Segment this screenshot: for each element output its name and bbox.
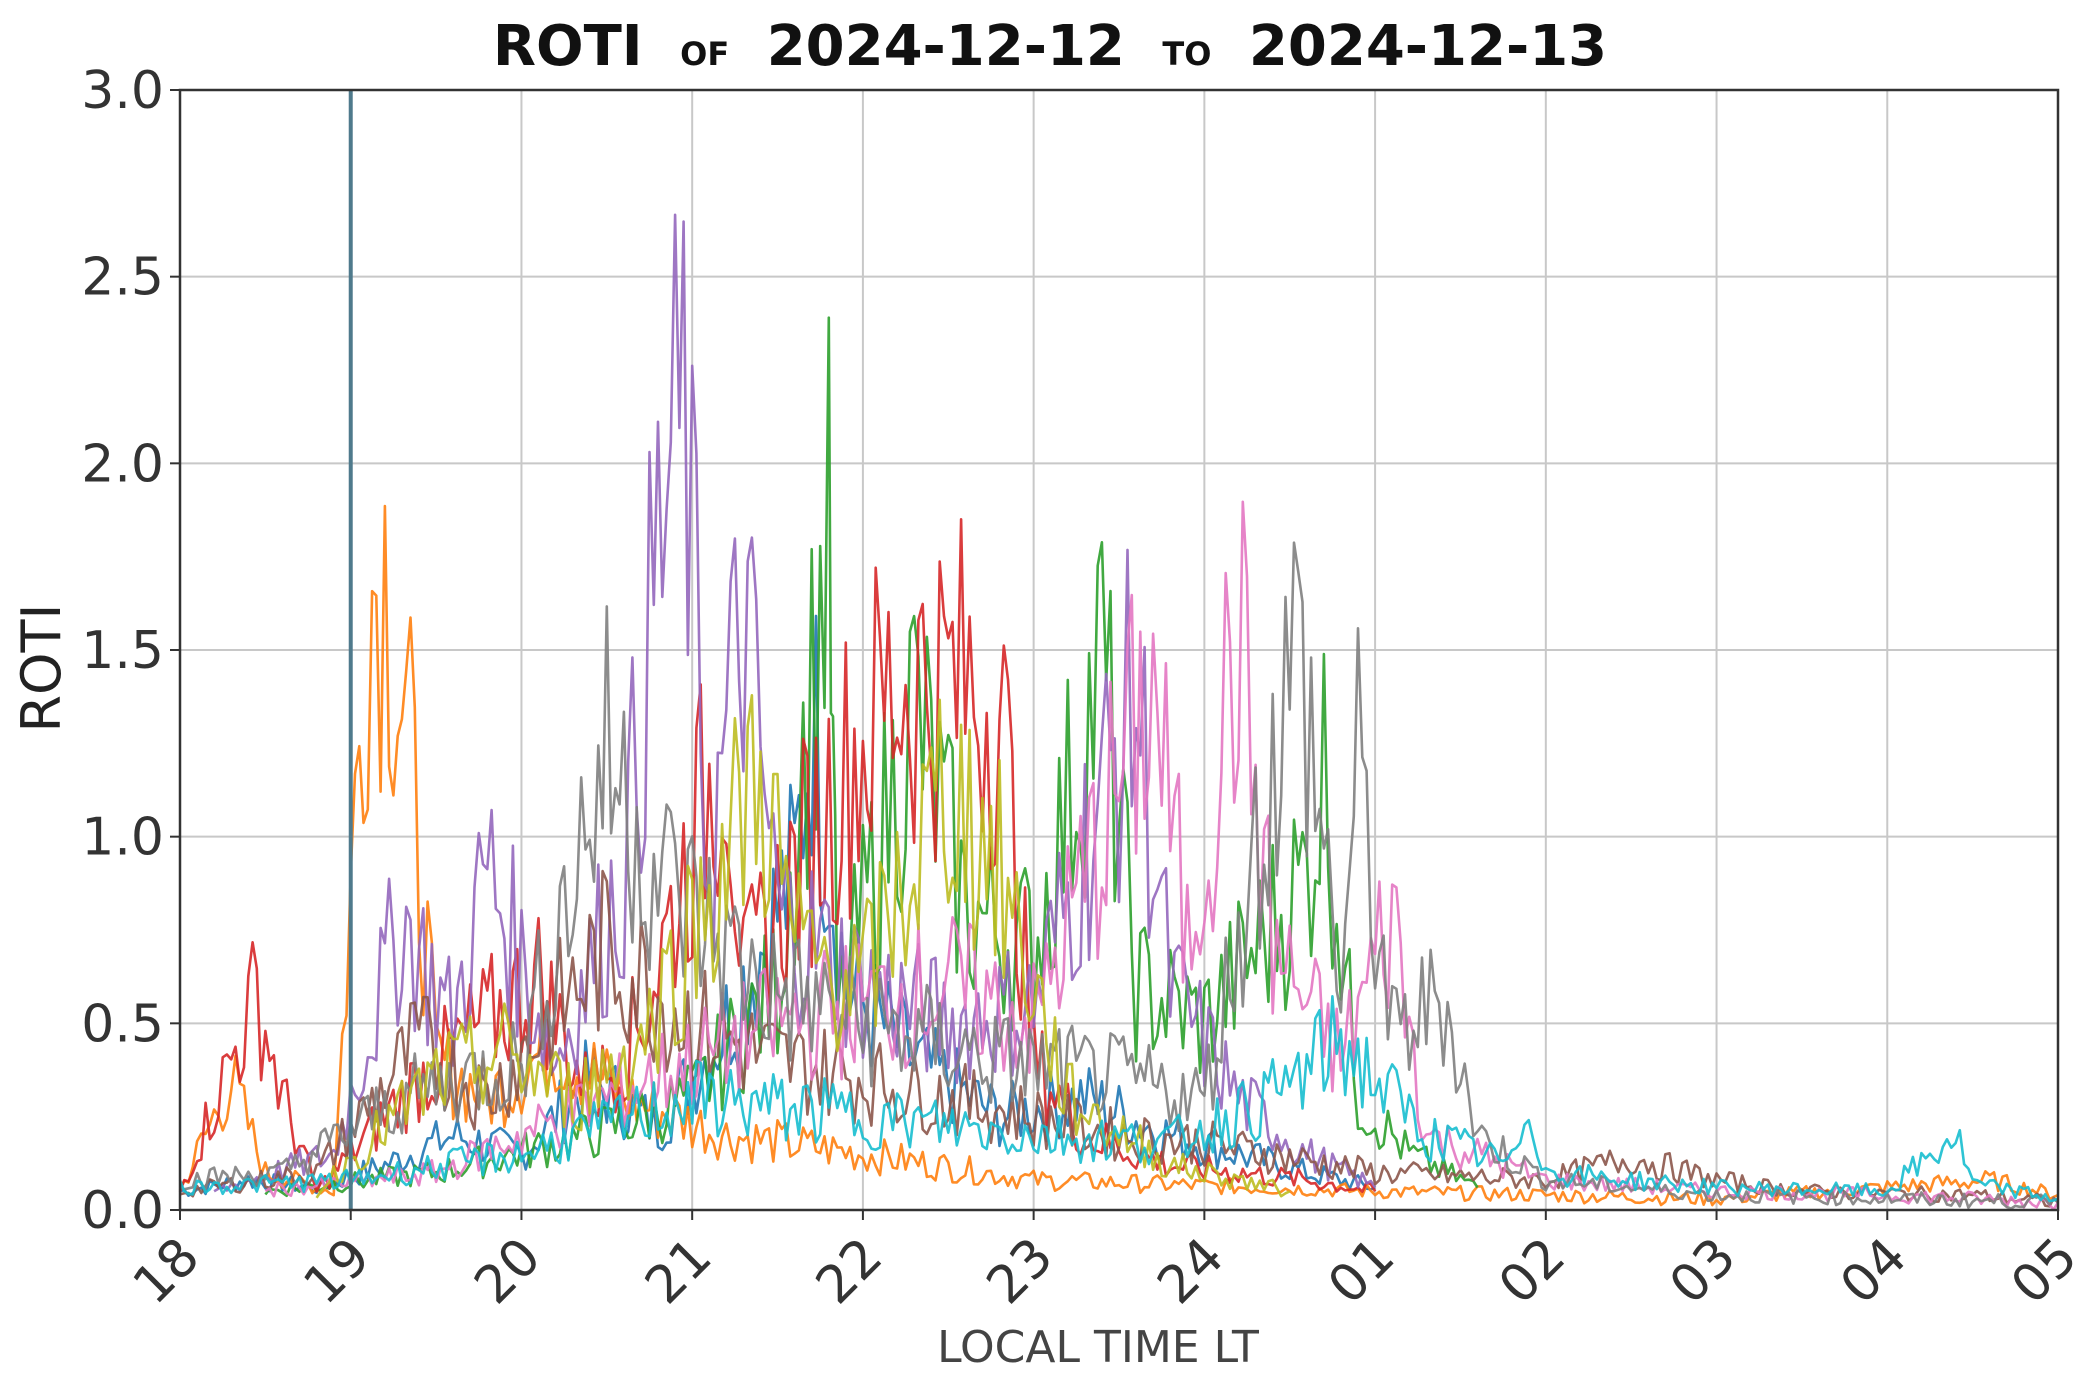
x-tick-label: 20 [463, 1227, 552, 1316]
chart-title-of: OF [680, 35, 730, 73]
x-tick-label: 05 [2000, 1227, 2089, 1316]
y-tick-label: 1.0 [81, 808, 164, 868]
series-line-9 [315, 693, 1291, 1199]
y-tick-label: 2.0 [81, 434, 164, 494]
series-line-10 [178, 994, 2059, 1203]
x-tick-labels: 18 19 20 21 22 23 24 01 02 03 04 05 [122, 1227, 2089, 1316]
y-tick-label: 2.5 [81, 248, 164, 308]
x-tick-label: 21 [634, 1227, 723, 1316]
chart-title-start-date: 2024-12-12 [766, 14, 1125, 79]
y-tick-label: 1.5 [81, 621, 164, 681]
chart-title: ROTI OF 2024-12-12 TO 2024-12-13 [0, 14, 2100, 79]
x-tick-label: 04 [1829, 1227, 1918, 1316]
x-axis-label: LOCAL TIME LT [937, 1322, 1259, 1373]
chart-title-end-date: 2024-12-13 [1248, 14, 1608, 79]
series-line-4 [178, 517, 1377, 1193]
x-tick-label: 03 [1659, 1227, 1748, 1316]
series-line-3 [264, 316, 1479, 1198]
x-tick-label: 02 [1488, 1227, 1577, 1316]
x-tick-label: 22 [805, 1227, 894, 1316]
y-tick-label: 0.5 [81, 994, 164, 1054]
y-tick-label: 3.0 [81, 61, 164, 121]
x-tick-label: 23 [976, 1227, 1065, 1316]
y-tick-label: 0.0 [81, 1181, 164, 1241]
series-line-2 [178, 504, 2059, 1207]
series-line-7 [264, 500, 2060, 1211]
chart-title-metric: ROTI [492, 14, 643, 79]
plot-frame [178, 88, 2060, 1212]
series-line-6 [179, 869, 2059, 1208]
series-line-8 [179, 541, 2059, 1210]
y-tick-labels: 0.0 0.5 1.0 1.5 2.0 2.5 3.0 [81, 61, 164, 1241]
x-tick-label: 24 [1146, 1227, 1235, 1316]
series-layer [178, 213, 2060, 1211]
x-tick-label: 01 [1317, 1227, 1406, 1316]
x-tick-label: 19 [293, 1227, 382, 1316]
y-axis-label: ROTI [10, 604, 73, 733]
chart-title-to: TO [1162, 35, 1212, 73]
